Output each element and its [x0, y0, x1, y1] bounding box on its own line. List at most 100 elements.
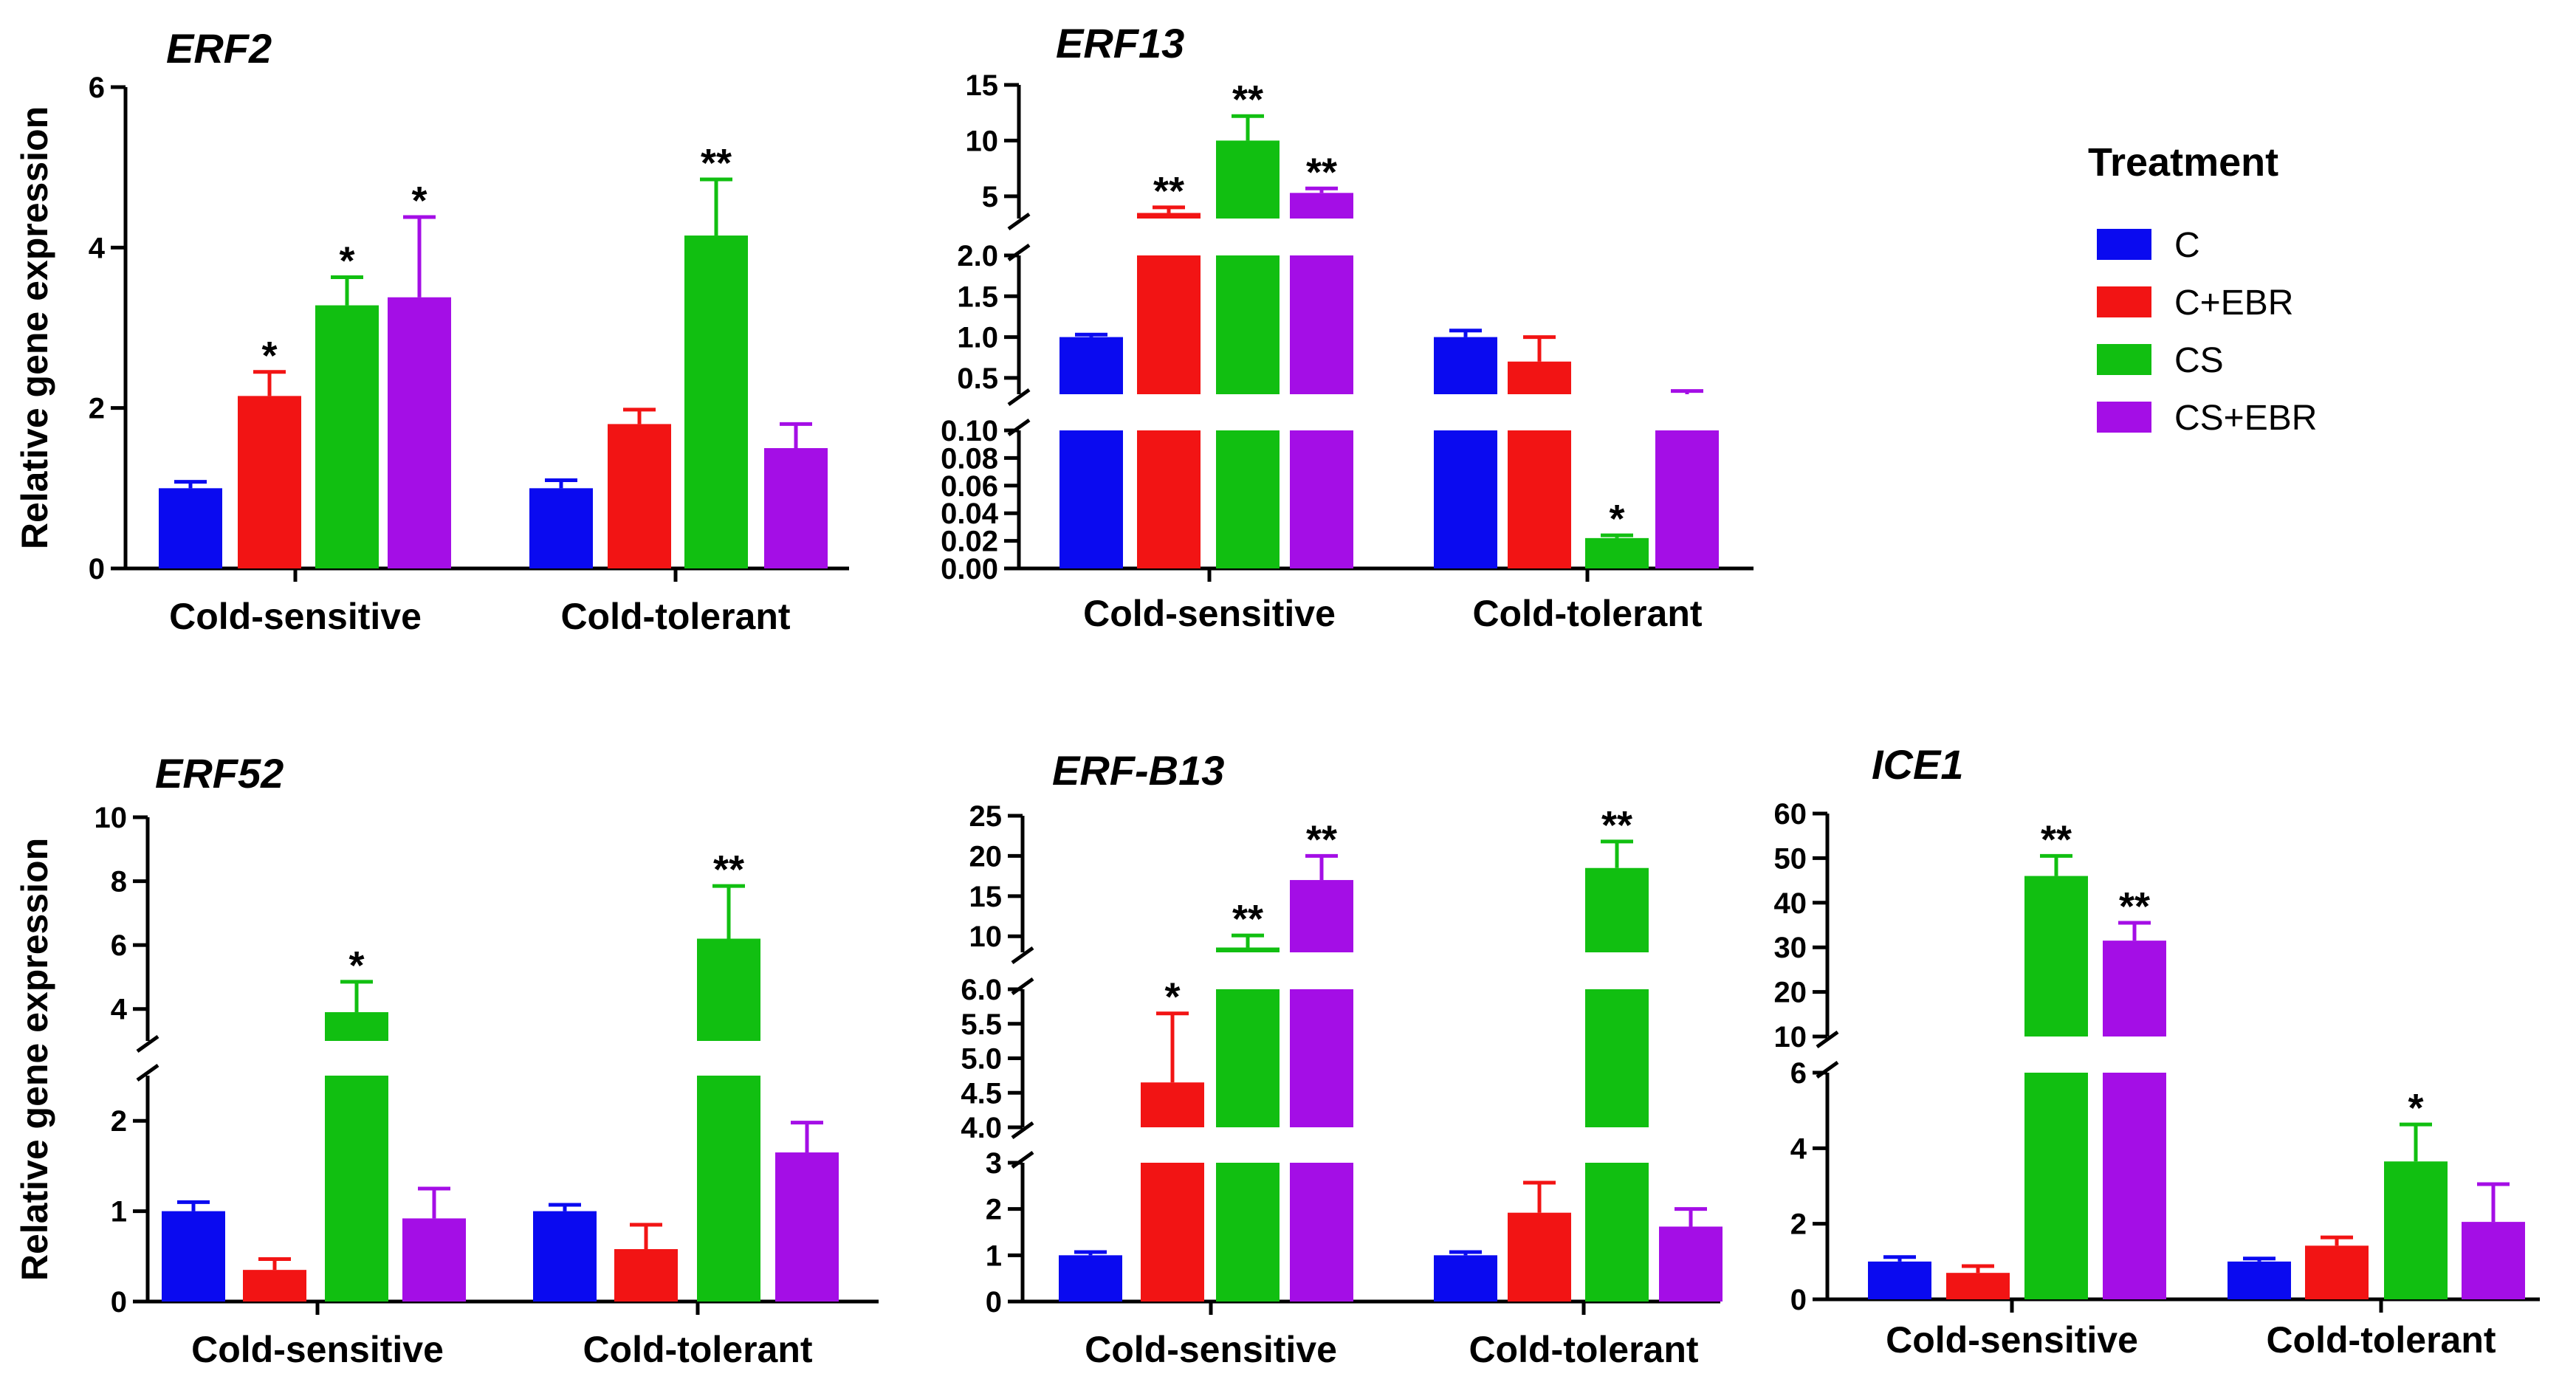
axis-break-mark — [136, 1034, 159, 1053]
bar-C+EBR-Cold-tolerant-segment — [1508, 430, 1571, 568]
y-tick-label: 0.08 — [941, 442, 998, 475]
bar-CS+EBR-Cold-sensitive-segment — [1290, 989, 1353, 1127]
x-category-label: Cold-sensitive — [1085, 1329, 1337, 1370]
bar-CS+EBR-Cold-tolerant — [2462, 1222, 2525, 1299]
y-tick-label: 1.0 — [957, 322, 998, 354]
y-tick-label: 5 — [982, 181, 998, 213]
y-tick-label: 2 — [111, 1105, 127, 1138]
chart-title: ERF-B13 — [1052, 747, 1224, 794]
axis-break-mark — [1011, 1150, 1034, 1169]
significance-marker: ** — [1306, 150, 1337, 194]
bar-C-Cold-sensitive — [1059, 337, 1123, 394]
significance-marker: * — [2408, 1086, 2423, 1130]
y-tick-label: 4 — [89, 232, 106, 264]
y-tick-label: 6 — [89, 72, 105, 104]
legend-swatch-CS — [2097, 344, 2151, 375]
y-axis-label: Relative gene expression — [14, 106, 55, 549]
bar-CS-Cold-tolerant-segment — [697, 1076, 760, 1302]
x-category-label: Cold-sensitive — [1083, 593, 1336, 634]
chart-title: ERF52 — [155, 750, 284, 797]
x-category-label: Cold-tolerant — [1469, 1329, 1698, 1370]
x-category-label: Cold-tolerant — [2266, 1319, 2496, 1361]
bar-CS+EBR-Cold-sensitive-segment — [1290, 1163, 1353, 1302]
chart-ERF-B13: ERF-B13 0 1 2 34.04.55.05.56.0 10 15 20 25 Cold-s… — [961, 747, 1723, 1370]
bar-C-Cold-tolerant — [529, 488, 593, 568]
y-axis-label: Relative gene expression — [14, 838, 55, 1281]
y-tick-label: 8 — [111, 866, 127, 898]
y-tick-label: 10 — [966, 125, 999, 157]
axis-break-mark — [136, 1063, 159, 1082]
chart-title: ICE1 — [1872, 741, 1964, 788]
bar-C+EBR-Cold-sensitive-segment — [1137, 255, 1201, 394]
y-tick-label: 2 — [986, 1194, 1002, 1226]
bar-CS+EBR-Cold-sensitive — [402, 1218, 466, 1302]
axis-break-mark — [1007, 243, 1031, 262]
bar-C-Cold-tolerant — [2228, 1261, 2291, 1299]
legend-swatch-C — [2097, 229, 2151, 260]
bar-C-Cold-sensitive — [159, 488, 222, 568]
y-tick-label: 20 — [969, 840, 1003, 873]
axis-break-mark — [1007, 418, 1031, 437]
chart-ERF52: ERF52 Relative gene expression 0 1 2 4 6 8 10 Col… — [14, 750, 879, 1370]
legend-swatch-C+EBR — [2097, 286, 2151, 317]
y-tick-label: 1 — [111, 1196, 127, 1228]
y-tick-label: 30 — [1774, 932, 1807, 964]
significance-marker: * — [1164, 975, 1180, 1020]
bar-C-Cold-tolerant — [1434, 1255, 1497, 1302]
chart-ICE1: ICE1 0 2 4 6 10 20 30 40 50 60 Cold-sensitive Cold-t… — [1774, 741, 2540, 1361]
y-tick-label: 50 — [1774, 842, 1807, 875]
x-category-label: Cold-tolerant — [560, 596, 790, 637]
bar-CS+EBR-Cold-tolerant — [775, 1152, 839, 1302]
bar-C-Cold-tolerant — [1434, 337, 1497, 394]
y-tick-label: 25 — [969, 800, 1003, 833]
bar-C+EBR-Cold-tolerant — [608, 424, 671, 568]
significance-marker: * — [348, 943, 364, 988]
y-tick-label: 0.00 — [941, 553, 998, 585]
y-tick-label: 0 — [986, 1286, 1002, 1319]
y-tick-label: 60 — [1774, 798, 1807, 831]
y-tick-label: 10 — [95, 802, 128, 834]
significance-marker: * — [411, 179, 427, 223]
chart-ERF2: ERF2 Relative gene expression 0 2 4 6 Cold-sen… — [14, 25, 849, 637]
x-category-label: Cold-tolerant — [1472, 593, 1702, 634]
legend-swatch-CS+EBR — [2097, 402, 2151, 433]
y-tick-label: 4 — [111, 994, 128, 1026]
bar-CS-Cold-tolerant — [1585, 867, 1649, 952]
y-tick-label: 0 — [89, 553, 105, 585]
y-tick-label: 4.5 — [961, 1077, 1002, 1110]
y-tick-label: 20 — [1774, 977, 1807, 1009]
bar-C+EBR-Cold-sensitive-segment — [1141, 1163, 1204, 1302]
legend-label: C — [2174, 226, 2200, 265]
significance-marker: * — [1609, 497, 1624, 541]
axis-break-mark — [1007, 388, 1031, 407]
chart-title: ERF13 — [1056, 20, 1184, 66]
y-tick-label: 0 — [1790, 1284, 1807, 1316]
significance-marker: ** — [2041, 817, 2072, 862]
bar-CS+EBR-Cold-sensitive — [1290, 880, 1353, 952]
bar-CS-Cold-sensitive — [2024, 876, 2088, 1036]
legend-label: C+EBR — [2174, 283, 2293, 323]
bar-CS-Cold-tolerant-segment — [1585, 989, 1649, 1127]
bar-CS+EBR-Cold-tolerant — [764, 448, 828, 568]
bar-CS-Cold-sensitive — [325, 1012, 388, 1041]
y-tick-label: 6 — [111, 929, 127, 962]
legend-label: CS — [2174, 341, 2224, 380]
y-tick-label: 3 — [986, 1147, 1002, 1180]
bar-CS+EBR-Cold-tolerant — [1659, 1226, 1723, 1302]
bar-C+EBR-Cold-sensitive — [1946, 1273, 2010, 1299]
y-tick-label: 0.02 — [941, 526, 998, 558]
y-tick-label: 0.10 — [941, 415, 998, 447]
y-tick-label: 5.0 — [961, 1043, 1002, 1076]
legend: Treatment C C+EBR CS CS+EBR — [2088, 140, 2317, 438]
y-tick-label: 15 — [966, 69, 999, 102]
bar-C-Cold-sensitive — [1868, 1261, 1931, 1299]
y-tick-label: 10 — [1774, 1021, 1807, 1053]
bar-CS-Cold-tolerant — [697, 938, 760, 1041]
bar-CS-Cold-sensitive-segment — [1216, 989, 1280, 1127]
bar-CS-Cold-tolerant — [684, 236, 748, 568]
bar-C+EBR-Cold-tolerant — [1508, 361, 1571, 394]
bar-C-Cold-sensitive-segment — [1059, 430, 1123, 568]
y-tick-label: 6 — [1790, 1057, 1807, 1090]
bar-C+EBR-Cold-tolerant — [2305, 1245, 2369, 1299]
